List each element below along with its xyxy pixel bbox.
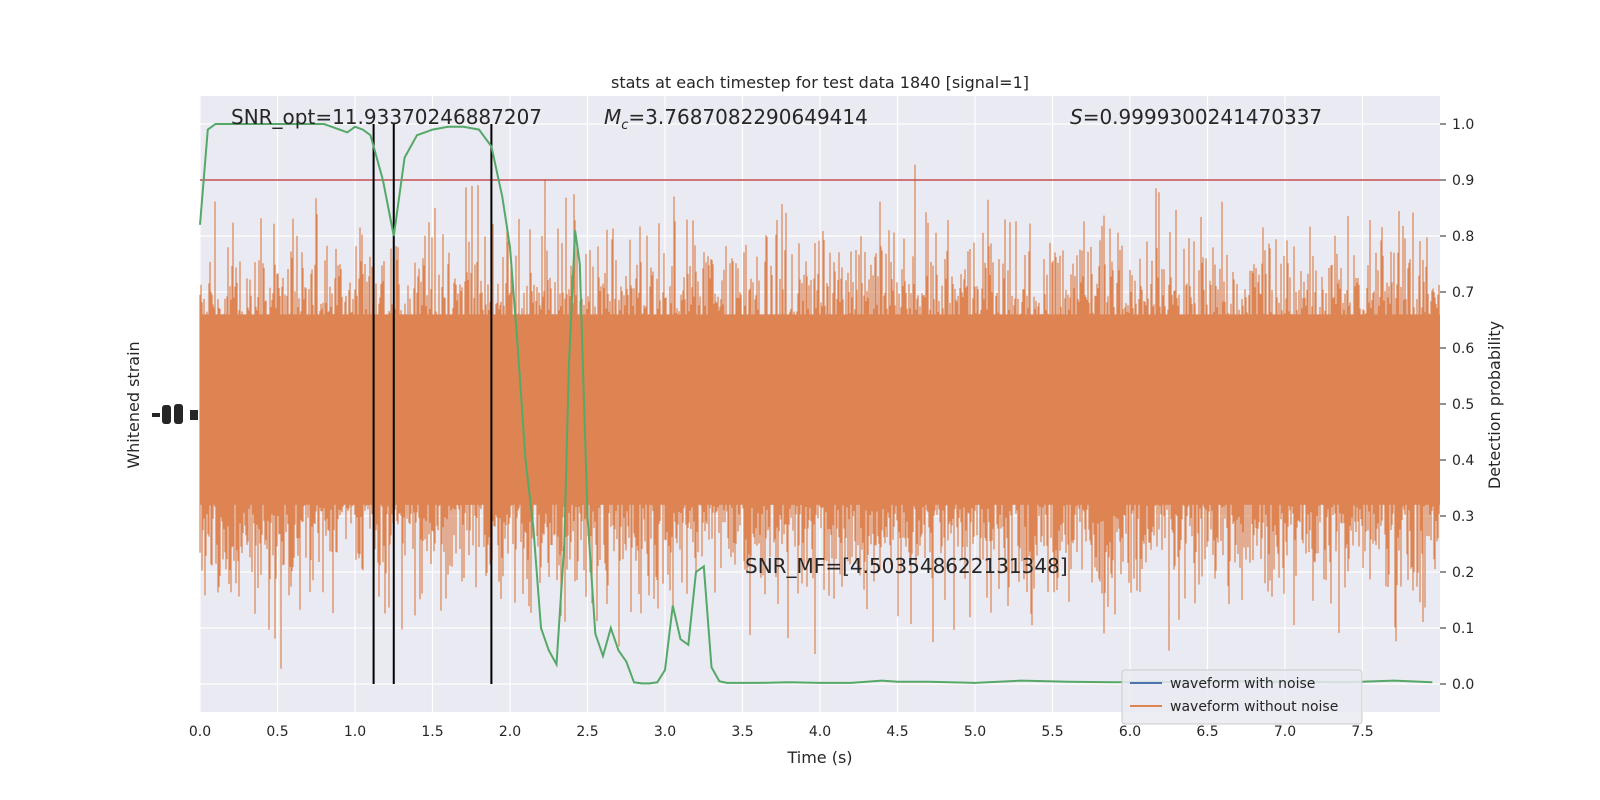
right-tick-label-8: 0.8 bbox=[1452, 229, 1474, 245]
x-tick-label-12: 6.0 bbox=[1119, 724, 1141, 740]
x-tick-label-5: 2.5 bbox=[576, 724, 598, 740]
legend-box bbox=[1121, 669, 1363, 725]
legend: waveform with noise waveform without noi… bbox=[1121, 669, 1363, 725]
legend-label-with-noise: waveform with noise bbox=[1170, 676, 1315, 692]
right-tick-label-0: 0.0 bbox=[1452, 677, 1474, 693]
right-tick-label-2: 0.2 bbox=[1452, 565, 1474, 581]
reference-lines bbox=[200, 124, 1440, 684]
x-tick-label-7: 3.5 bbox=[731, 724, 753, 740]
x-axis-label: Time (s) bbox=[786, 748, 852, 767]
chart-title: stats at each timestep for test data 184… bbox=[611, 73, 1029, 92]
probability-series bbox=[199, 123, 1433, 685]
snr-opt-annotation: SNR_opt=11.93370246887207 bbox=[231, 105, 542, 129]
x-tick-label-14: 7.0 bbox=[1274, 724, 1296, 740]
right-tick-label-4: 0.4 bbox=[1452, 453, 1474, 469]
x-tick-label-11: 5.5 bbox=[1041, 724, 1063, 740]
x-tick-label-3: 1.5 bbox=[421, 724, 443, 740]
right-tick-label-1: 0.1 bbox=[1452, 621, 1474, 637]
chirp-mass-subscript: c bbox=[621, 118, 628, 133]
x-tick-label-15: 7.5 bbox=[1351, 724, 1373, 740]
x-tick-label-10: 5.0 bbox=[964, 724, 986, 740]
x-tick-label-0: 0.0 bbox=[189, 724, 211, 740]
left-axis-tick-cluster bbox=[152, 404, 198, 424]
s-annotation: S=0.9999300241470337 bbox=[1070, 105, 1322, 129]
chirp-mass-value: =3.7687082290649414 bbox=[628, 105, 867, 129]
x-tick-label-13: 6.5 bbox=[1196, 724, 1218, 740]
right-tick-label-6: 0.6 bbox=[1452, 341, 1474, 357]
x-tick-label-1: 0.5 bbox=[266, 724, 288, 740]
legend-label-without-noise: waveform without noise bbox=[1170, 699, 1338, 715]
chirp-mass-annotation: Mc=3.7687082290649414 bbox=[604, 105, 868, 133]
x-tick-label-2: 1.0 bbox=[344, 724, 366, 740]
x-tick-label-8: 4.0 bbox=[809, 724, 831, 740]
left-axis-label: Whitened strain bbox=[124, 341, 143, 468]
chirp-mass-symbol: M bbox=[604, 105, 621, 129]
right-axis-label: Detection probability bbox=[1485, 321, 1504, 489]
s-symbol: S bbox=[1070, 105, 1083, 129]
strain-core bbox=[200, 314, 1440, 505]
strain-series bbox=[199, 164, 1440, 669]
snr-mf-annotation: SNR_MF=[4.503548622131348] bbox=[745, 554, 1068, 578]
x-tick-label-6: 3.0 bbox=[654, 724, 676, 740]
s-value: =0.9999300241470337 bbox=[1083, 105, 1322, 129]
x-tick-label-4: 2.0 bbox=[499, 724, 521, 740]
right-tick-label-7: 0.7 bbox=[1452, 285, 1474, 301]
x-tick-label-9: 4.5 bbox=[886, 724, 908, 740]
right-axis-ticks: 0.0 0.1 0.2 0.3 0.4 0.5 0.6 0.7 0.8 0.9 1.0 bbox=[1440, 117, 1474, 693]
right-tick-label-3: 0.3 bbox=[1452, 509, 1474, 525]
right-tick-label-9: 0.9 bbox=[1452, 173, 1474, 189]
right-tick-label-10: 1.0 bbox=[1452, 117, 1474, 133]
probability-line-0 bbox=[199, 123, 1433, 685]
right-tick-label-5: 0.5 bbox=[1452, 397, 1474, 413]
x-axis-ticks: 0.0 0.5 1.0 1.5 2.0 2.5 3.0 3.5 4.0 4.5 5.0 5.5 6.0 6… bbox=[189, 724, 1374, 740]
